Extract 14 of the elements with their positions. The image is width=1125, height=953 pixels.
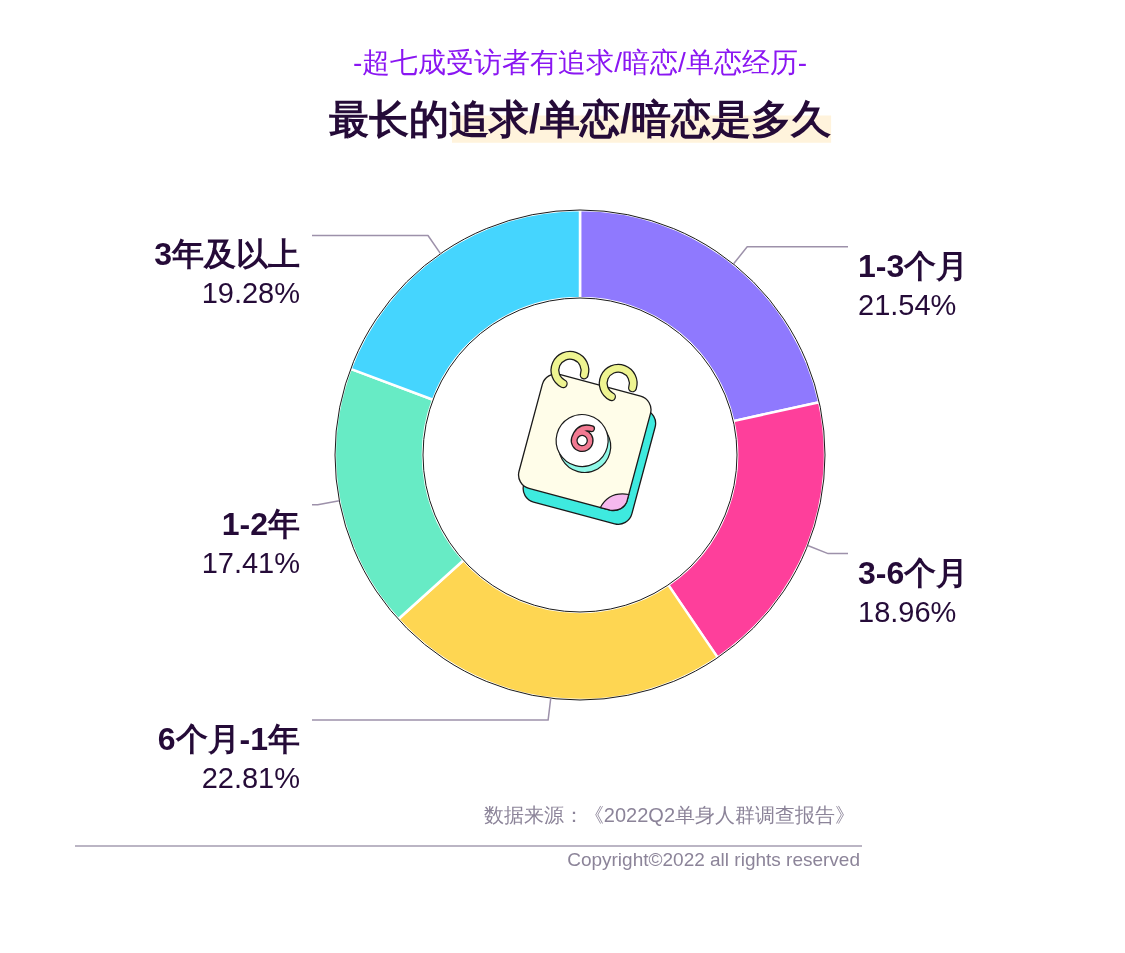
- slice-label: 6个月-1年: [157, 721, 300, 758]
- slice-label: 3年及以上: [154, 236, 300, 273]
- chart-title: 最长的追求/单恋/暗恋是多久: [328, 97, 832, 141]
- text: Copyright©2022 all rights reserved: [567, 849, 860, 870]
- source-note: 数据来源：《2022Q2单身人群调查报告》: [483, 804, 855, 826]
- chart-subtitle: -超七成受访者有追求/暗恋/单恋经历-: [352, 47, 808, 78]
- data-label: 18.96%: [858, 595, 957, 628]
- data-label: 17.41%: [201, 546, 300, 579]
- data-label: 22.81%: [201, 762, 300, 795]
- slice-label: 1-3个月: [858, 247, 969, 284]
- slice-label: 1-2年: [221, 505, 300, 542]
- data-label: 21.54%: [858, 288, 957, 321]
- data-label: 19.28%: [201, 277, 300, 310]
- slice-label: 3-6个月: [858, 554, 969, 591]
